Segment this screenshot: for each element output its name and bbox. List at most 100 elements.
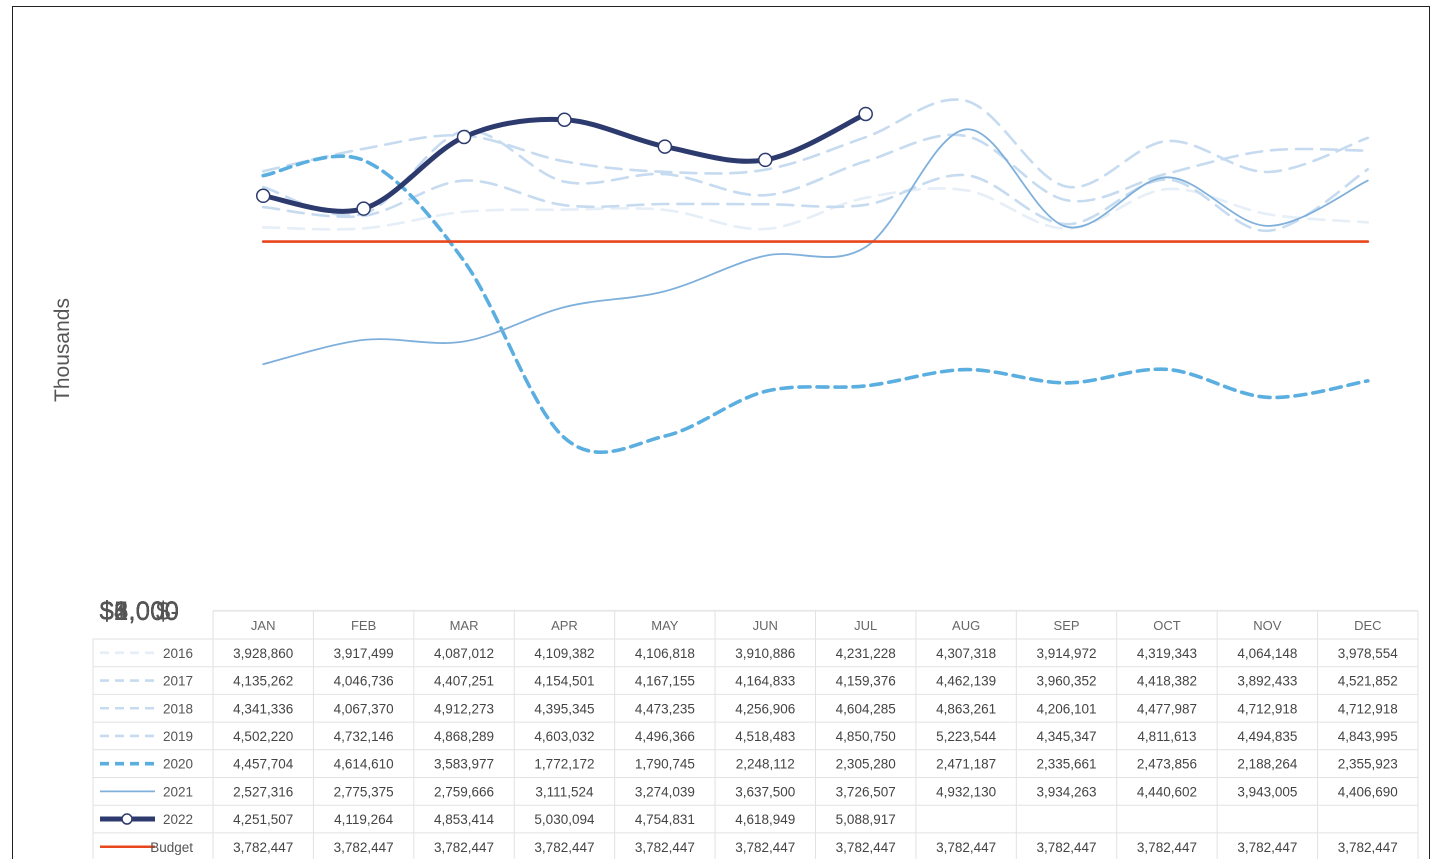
data-point-marker	[255, 188, 271, 204]
data-label: 4,164,833	[735, 674, 795, 689]
y-tick-label: $3,000	[99, 596, 179, 626]
legend-key-marker	[121, 813, 133, 825]
data-label: 3,637,500	[735, 784, 795, 799]
data-label: 3,583,977	[434, 757, 494, 772]
data-label: 4,521,852	[1338, 674, 1398, 689]
data-label: 3,917,499	[334, 646, 394, 661]
x-tick-label: APR	[551, 618, 578, 633]
data-label: 3,782,447	[534, 840, 594, 855]
y-tick-label: $6,000	[99, 595, 179, 625]
data-label: 4,496,366	[635, 729, 695, 744]
y-tick-label: $4,000	[99, 596, 179, 626]
data-label: 4,850,750	[836, 729, 896, 744]
data-label: 3,782,447	[434, 840, 494, 855]
data-label: 4,868,289	[434, 729, 494, 744]
y-tick-label: $2,000	[99, 596, 179, 626]
data-label: 4,732,146	[334, 729, 394, 744]
data-label: 4,604,285	[836, 701, 896, 716]
data-label: 3,960,352	[1037, 674, 1097, 689]
legend-label: 2020	[163, 757, 193, 772]
data-label: 4,418,382	[1137, 674, 1197, 689]
x-tick-label: MAR	[450, 618, 479, 633]
x-tick-label: DEC	[1354, 618, 1381, 633]
data-label: 4,712,918	[1237, 701, 1297, 716]
data-label: 3,782,447	[836, 840, 896, 855]
data-label: 3,782,447	[635, 840, 695, 855]
x-tick-label: JUN	[753, 618, 778, 633]
data-label: 2,527,316	[233, 784, 293, 799]
data-label: 5,030,094	[534, 812, 595, 827]
data-label: 3,978,554	[1338, 646, 1399, 661]
data-label: 4,853,414	[434, 812, 495, 827]
data-point-marker	[758, 152, 773, 168]
legend-label: 2022	[163, 812, 193, 827]
data-label: 4,462,139	[936, 674, 996, 689]
data-label: 2,473,856	[1137, 757, 1197, 772]
data-label: 4,206,101	[1037, 701, 1097, 716]
data-point-marker	[557, 112, 572, 127]
data-label: 2,305,280	[836, 757, 896, 772]
data-label: 3,782,447	[1137, 840, 1197, 855]
data-label: 4,912,273	[434, 701, 494, 716]
series-line-2017	[261, 168, 1370, 233]
legend-label: 2021	[163, 784, 193, 799]
data-label: 3,782,447	[233, 840, 293, 855]
data-label: 4,407,251	[434, 674, 494, 689]
data-label: 4,119,264	[334, 812, 394, 827]
data-label: 4,256,906	[735, 701, 795, 716]
data-label: 4,341,336	[233, 701, 293, 716]
data-label: 4,477,987	[1137, 701, 1197, 716]
data-label: 4,712,918	[1338, 701, 1398, 716]
data-label: 5,223,544	[936, 729, 997, 744]
series-markers	[255, 106, 873, 216]
data-label: 4,494,835	[1237, 729, 1297, 744]
series-line-2020	[261, 154, 1370, 455]
data-label: 4,087,012	[434, 646, 494, 661]
data-label: 3,892,433	[1237, 674, 1297, 689]
x-tick-label: OCT	[1153, 618, 1181, 633]
data-point-marker	[657, 139, 673, 154]
data-label: 4,603,032	[534, 729, 594, 744]
data-label: 3,726,507	[836, 784, 896, 799]
data-label: 3,111,524	[535, 784, 594, 799]
data-point-marker	[356, 201, 371, 216]
x-tick-label: FEB	[351, 618, 376, 633]
legend-label: 2016	[163, 646, 193, 661]
data-label: 4,932,130	[936, 784, 996, 799]
data-label: 4,502,220	[233, 729, 293, 744]
x-tick-label: SEP	[1054, 618, 1080, 633]
data-label: 3,934,263	[1037, 784, 1097, 799]
data-label: 4,154,501	[534, 674, 594, 689]
data-label: 4,109,382	[534, 646, 594, 661]
data-label: 4,345,347	[1037, 729, 1097, 744]
data-label: 4,046,736	[334, 674, 394, 689]
y-axis-label: Thousands	[51, 298, 74, 402]
data-label: 4,231,228	[836, 646, 896, 661]
data-label: 1,772,172	[534, 757, 594, 772]
data-label: 2,188,264	[1237, 757, 1298, 772]
x-tick-label: NOV	[1253, 618, 1282, 633]
data-label: 4,518,483	[735, 729, 795, 744]
data-label: 4,106,818	[635, 646, 695, 661]
data-label: 4,067,370	[334, 701, 394, 716]
data-label: 2,471,187	[936, 757, 996, 772]
data-label: 5,088,917	[836, 812, 896, 827]
data-label: 4,473,235	[635, 701, 695, 716]
data-label: 4,135,262	[233, 674, 293, 689]
legend-label: Budget	[150, 840, 193, 855]
data-label: 4,064,148	[1237, 646, 1297, 661]
legend-label: 2017	[163, 674, 193, 689]
data-label: 4,618,949	[735, 812, 795, 827]
series-line-2019	[261, 98, 1370, 189]
data-label: 3,782,447	[1037, 840, 1097, 855]
data-label: 2,355,923	[1338, 757, 1398, 772]
data-label: 4,811,613	[1137, 729, 1196, 744]
x-tick-label: JUL	[854, 618, 877, 633]
data-label: 3,914,972	[1037, 646, 1097, 661]
data-label: 4,167,155	[635, 674, 695, 689]
series-lines	[260, 98, 1370, 455]
data-point-marker	[858, 106, 873, 122]
data-label: 4,440,602	[1137, 784, 1197, 799]
x-tick-label: JAN	[251, 618, 276, 633]
